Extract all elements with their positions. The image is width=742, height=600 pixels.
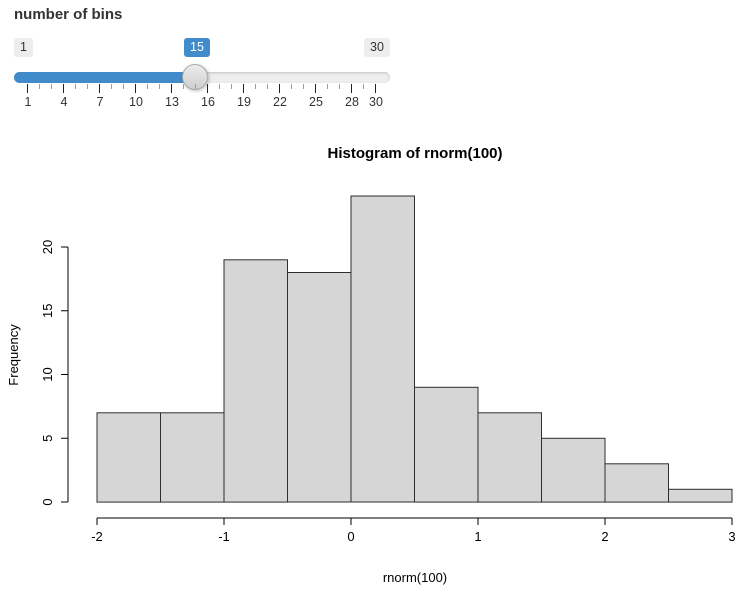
histogram-bar — [668, 488, 733, 503]
x-axis-tick-label: -2 — [91, 529, 103, 544]
histogram-bar — [414, 386, 479, 503]
slider-tick — [207, 84, 208, 93]
slider-tick — [315, 84, 316, 93]
y-axis-tick-label: 0 — [40, 498, 55, 505]
histogram-plot: Histogram of rnorm(100) rnorm(100) Frequ… — [6, 145, 736, 585]
slider-tick — [267, 84, 268, 89]
slider-min-badge: 1 — [14, 38, 33, 57]
histogram-bar — [223, 259, 288, 503]
slider-tick — [231, 84, 232, 89]
histogram-bar — [604, 463, 669, 503]
slider-tick-label: 25 — [309, 95, 323, 109]
slider-tick-label: 10 — [129, 95, 143, 109]
histogram-bar — [287, 272, 352, 503]
slider-max-badge: 30 — [364, 38, 390, 57]
slider-tick — [99, 84, 100, 93]
slider-tick-label: 7 — [96, 95, 104, 109]
histogram-bar — [477, 412, 542, 503]
slider-tick-label: 30 — [369, 95, 383, 109]
slider-tick — [303, 84, 304, 89]
slider-tick — [147, 84, 148, 89]
slider-tick — [51, 84, 52, 89]
slider-tick — [135, 84, 136, 93]
x-axis-tick-label: 1 — [474, 529, 481, 544]
slider-tick-label: 13 — [165, 95, 179, 109]
histogram-bar — [350, 195, 415, 503]
x-axis-tick-label: 2 — [601, 529, 608, 544]
slider-tick-label: 1 — [24, 95, 32, 109]
slider-tick — [159, 84, 160, 89]
slider-tick — [375, 84, 376, 93]
slider-tick — [27, 84, 28, 93]
x-axis-tick-label: 0 — [347, 529, 354, 544]
slider-tick — [195, 84, 196, 89]
slider-tick-label: 16 — [201, 95, 215, 109]
y-axis-tick-label: 5 — [40, 435, 55, 442]
histogram-bar — [96, 412, 161, 503]
slider-tick — [219, 84, 220, 89]
slider-tick — [279, 84, 280, 93]
histogram-plot-area: Histogram of rnorm(100) rnorm(100) Frequ… — [0, 130, 742, 600]
histogram-bar — [160, 412, 225, 503]
y-axis-tick-label: 15 — [40, 304, 55, 318]
slider-value-badge: 15 — [184, 38, 210, 57]
bins-slider: number of bins 1 30 15 1 4 7 10 13 16 19 22 25 28… — [0, 0, 420, 120]
slider-tick — [351, 84, 352, 93]
slider-tick-label: 28 — [345, 95, 359, 109]
plot-title: Histogram of rnorm(100) — [327, 145, 502, 162]
slider-tick — [363, 84, 364, 89]
slider-tick — [123, 84, 124, 89]
x-axis-tick-label: -1 — [218, 529, 230, 544]
slider-tick — [87, 84, 88, 89]
slider-tick — [39, 84, 40, 89]
slider-tick — [291, 84, 292, 89]
histogram-bars — [96, 195, 733, 503]
x-axis-tick-label: 3 — [728, 529, 735, 544]
slider-tick — [255, 84, 256, 89]
slider-tick — [243, 84, 244, 93]
slider-tick-label: 19 — [237, 95, 251, 109]
slider-tick — [183, 84, 184, 89]
slider-tick-label: 22 — [273, 95, 287, 109]
slider-tick — [327, 84, 328, 89]
y-axis-label: Frequency — [6, 324, 21, 386]
slider-tick-label: 4 — [60, 95, 68, 109]
x-axis-label: rnorm(100) — [383, 570, 447, 585]
slider-tick — [75, 84, 76, 89]
slider-tick — [63, 84, 64, 93]
slider-tick — [111, 84, 112, 89]
slider-label: number of bins — [14, 6, 123, 23]
histogram-bar — [541, 437, 606, 503]
slider-tick — [171, 84, 172, 93]
y-axis-tick-label: 20 — [40, 240, 55, 254]
slider-tick — [339, 84, 340, 89]
y-axis-tick-label: 10 — [40, 367, 55, 381]
histogram-axes: -2 -1 0 1 2 3 0 5 10 15 20 — [40, 240, 736, 544]
